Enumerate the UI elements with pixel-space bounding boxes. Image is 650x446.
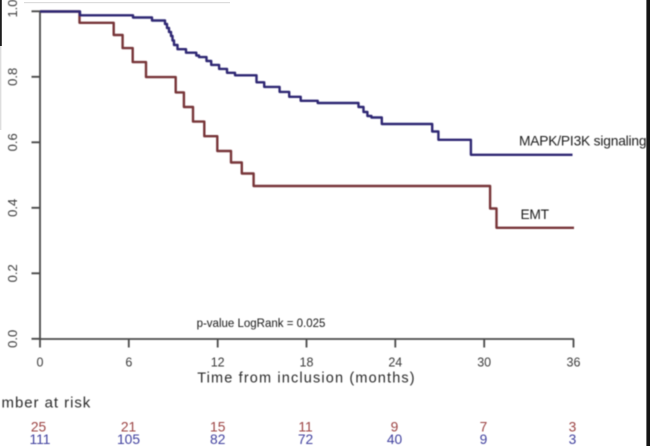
svg-text:MAPK/PI3K signaling: MAPK/PI3K signaling — [519, 134, 646, 149]
svg-text:3: 3 — [569, 432, 577, 446]
svg-text:0.2: 0.2 — [5, 264, 20, 282]
svg-text:12: 12 — [211, 356, 225, 370]
svg-text:30: 30 — [477, 356, 491, 370]
svg-text:1.0: 1.0 — [5, 0, 20, 18]
svg-text:0: 0 — [37, 356, 44, 370]
svg-text:0.8: 0.8 — [5, 68, 20, 86]
svg-text:111: 111 — [30, 432, 51, 446]
svg-text:21: 21 — [121, 420, 136, 435]
svg-text:15: 15 — [210, 420, 226, 435]
svg-text:25: 25 — [31, 420, 47, 435]
svg-text:Time from inclusion (months): Time from inclusion (months) — [197, 371, 416, 387]
svg-text:11: 11 — [298, 420, 312, 435]
svg-text:36: 36 — [567, 356, 581, 370]
svg-text:9: 9 — [480, 432, 488, 446]
svg-text:0.0: 0.0 — [5, 330, 20, 348]
svg-text:82: 82 — [210, 432, 225, 446]
svg-text:40: 40 — [387, 432, 403, 446]
svg-text:3: 3 — [569, 420, 577, 435]
svg-text:p-value LogRank = 0.025: p-value LogRank = 0.025 — [197, 318, 326, 330]
svg-text:18: 18 — [300, 356, 314, 370]
svg-text:6: 6 — [125, 356, 132, 370]
svg-text:0.6: 0.6 — [5, 133, 20, 151]
svg-text:24: 24 — [388, 356, 402, 370]
svg-text:mber at risk: mber at risk — [2, 395, 92, 412]
svg-text:0.4: 0.4 — [5, 199, 20, 217]
svg-text:105: 105 — [117, 432, 140, 446]
svg-text:7: 7 — [480, 420, 488, 435]
svg-text:EMT: EMT — [521, 207, 550, 222]
svg-text:72: 72 — [298, 432, 313, 446]
svg-text:9: 9 — [391, 420, 399, 435]
